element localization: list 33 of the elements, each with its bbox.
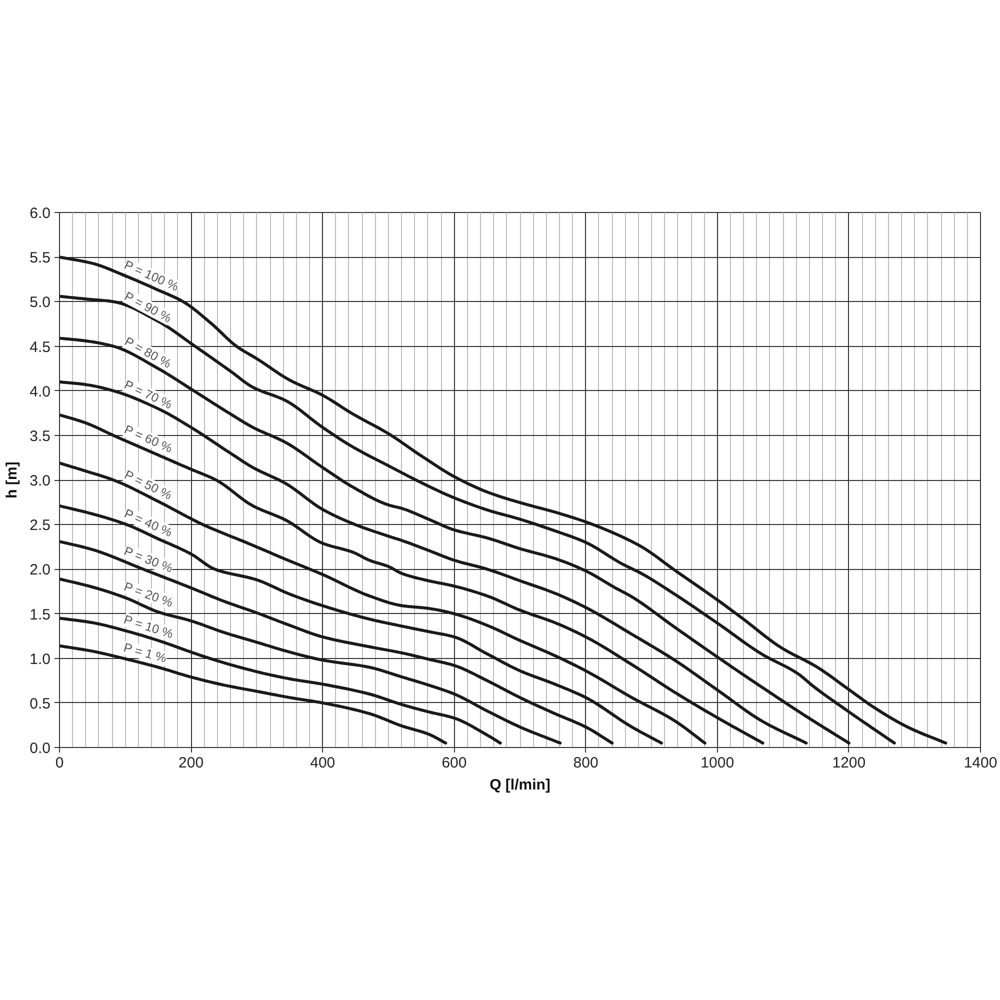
text: P = 30 % (122, 544, 175, 576)
y-tick-label: 2.0 (30, 562, 51, 579)
text: P = 70 % (122, 378, 174, 412)
y-tick-label: 2.5 (30, 517, 51, 534)
x-axis-title: Q [l/min] (490, 776, 550, 794)
y-tick-label: 6.0 (30, 205, 51, 222)
y-tick-label: 1.0 (30, 650, 51, 668)
y-tick-label: 0.5 (30, 695, 51, 712)
x-tick-label: 400 (310, 754, 336, 772)
text: P = 50 % (122, 468, 174, 503)
y-tick-label: 5.5 (30, 250, 51, 267)
y-tick-label: 0.0 (30, 740, 51, 757)
text: P = 80 % (122, 334, 174, 371)
y-tick-label: 1.5 (30, 606, 51, 624)
y-tick-label: 4.5 (30, 338, 51, 356)
y-tick-label: 5.0 (30, 294, 51, 312)
x-tick-label: 1200 (832, 754, 866, 772)
text: P = 20 % (122, 580, 175, 610)
text: P = 90 % (122, 289, 174, 326)
x-tick-label: 1400 (964, 754, 998, 772)
y-tick-label: 3.5 (30, 428, 51, 445)
text: P = 1 % (122, 640, 168, 666)
x-tick-label: 0 (55, 754, 64, 772)
text: P = 40 % (122, 506, 174, 540)
x-tick-label: 600 (442, 754, 467, 772)
y-tick-label: 4.0 (30, 383, 51, 400)
y-tick-label: 3.0 (30, 472, 51, 490)
x-tick-label: 200 (178, 754, 204, 772)
text: P = 60 % (122, 422, 174, 456)
text: P = 10 % (122, 612, 175, 642)
x-tick-label: 800 (573, 754, 598, 772)
x-tick-label: 1000 (700, 754, 734, 772)
y-axis-title: h [m] (4, 462, 21, 498)
